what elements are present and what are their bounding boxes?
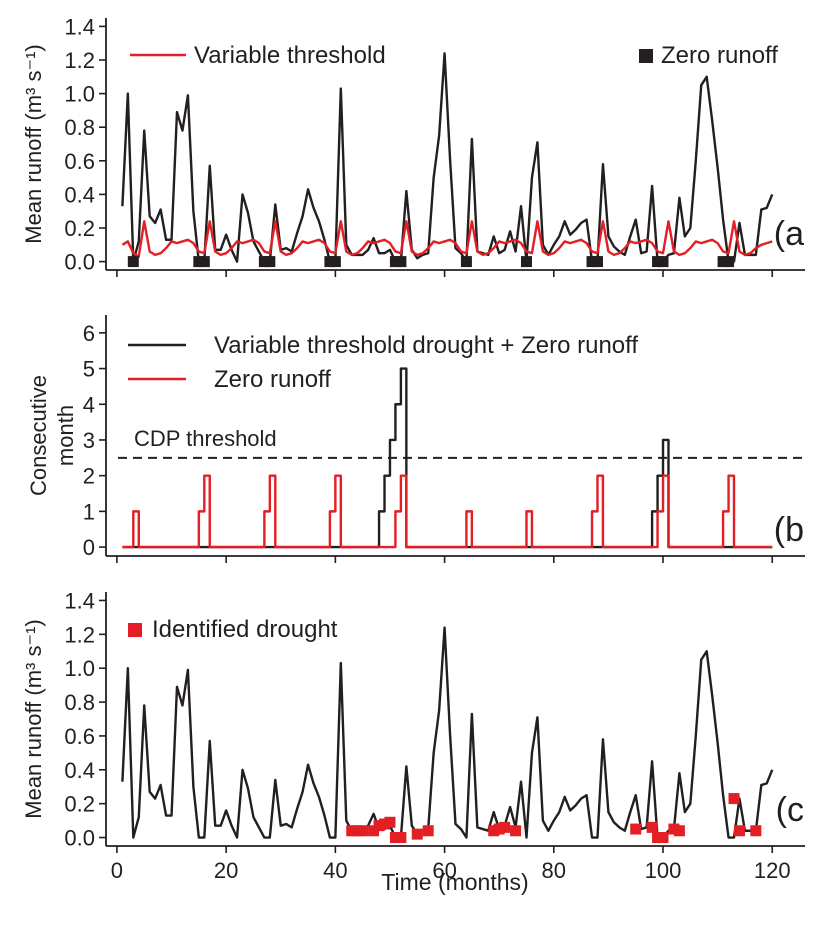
y-tick-label: 1.0 — [64, 82, 95, 107]
y-tick-label: 0.0 — [64, 250, 95, 275]
y-axis-label: Mean runoff (m³ s⁻¹) — [21, 619, 46, 818]
y-tick-label: 1.0 — [64, 656, 95, 681]
marker-identified-drought — [728, 793, 740, 805]
x-axis-label: Time (months) — [381, 869, 528, 895]
y-tick-label: 0.8 — [64, 690, 95, 715]
panel-label: (a — [774, 215, 804, 253]
y-tick-label: 2 — [83, 464, 95, 489]
marker-identified-drought — [384, 816, 396, 828]
marker-zero-runoff — [723, 256, 735, 268]
legend-label: Zero runoff — [214, 366, 331, 393]
y-axis-label: Consecutivemonth — [26, 375, 78, 496]
y-tick-label: 0.2 — [64, 216, 95, 241]
series-line-zero-runoff — [122, 474, 773, 549]
x-tick-label: 20 — [214, 858, 238, 883]
marker-identified-drought — [357, 825, 369, 837]
y-tick-label: 1.2 — [64, 622, 95, 647]
marker-identified-drought — [510, 825, 522, 837]
x-tick-label: 120 — [754, 858, 791, 883]
x-tick-label: 100 — [645, 858, 682, 883]
y-tick-label: 0.4 — [64, 758, 95, 783]
panel-label: (b — [774, 511, 804, 549]
marker-identified-drought — [630, 823, 642, 835]
legend-square-identified-drought — [128, 623, 142, 637]
legend-square-zero-runoff — [639, 49, 653, 63]
marker-identified-drought — [499, 821, 511, 833]
legend-label: Variable threshold — [194, 42, 386, 69]
marker-identified-drought — [422, 825, 434, 837]
legend-label: Identified drought — [152, 616, 338, 643]
y-axis-label-line: Consecutive — [26, 375, 51, 496]
marker-zero-runoff — [395, 256, 407, 268]
marker-identified-drought — [733, 825, 745, 837]
y-tick-label: 5 — [83, 357, 95, 382]
y-tick-label: 0.8 — [64, 115, 95, 140]
y-tick-label: 0.6 — [64, 149, 95, 174]
y-tick-label: 3 — [83, 428, 95, 453]
x-tick-label: 80 — [542, 858, 566, 883]
y-tick-label: 1.4 — [64, 588, 95, 613]
legend-label: Zero runoff — [661, 42, 778, 69]
y-tick-label: 0.2 — [64, 792, 95, 817]
panel-a: 0.0 0.2 0.4 0.6 0.8 1.0 1.2 1.4 (a Mean runoff (m… — [21, 14, 805, 277]
y-tick-label: 0.0 — [64, 826, 95, 851]
legend-label: Variable threshold drought + Zero runoff — [214, 332, 638, 359]
series-line-mean-runoff — [121, 626, 774, 839]
x-tick-label: 0 — [111, 858, 123, 883]
marker-zero-runoff — [520, 256, 532, 268]
y-axis-label-line: month — [53, 405, 78, 466]
y-tick-label: 1.4 — [64, 14, 95, 39]
marker-identified-drought — [673, 825, 685, 837]
series-line-variable-threshold-drought-zero-runoff — [122, 367, 773, 549]
marker-identified-drought — [411, 828, 423, 840]
panel-c: 0.0 0.2 0.4 0.6 0.8 1.0 1.2 1.4 0 20 40 60 80 100 120 (… — [21, 588, 805, 883]
series-line-variable-threshold — [121, 220, 773, 258]
x-tick-label: 60 — [432, 858, 456, 883]
series-line-mean-runoff — [121, 52, 774, 263]
y-tick-label: 6 — [83, 321, 95, 346]
y-tick-label: 1 — [83, 499, 95, 524]
cdp-threshold-label: CDP threshold — [134, 426, 277, 451]
y-tick-label: 0.6 — [64, 724, 95, 749]
marker-zero-runoff — [657, 256, 669, 268]
marker-zero-runoff — [264, 256, 276, 268]
y-tick-label: 0.4 — [64, 182, 95, 207]
panel-label: (c — [776, 791, 804, 829]
y-tick-label: 0 — [83, 535, 95, 560]
marker-zero-runoff — [127, 256, 139, 268]
marker-identified-drought — [646, 821, 658, 833]
marker-identified-drought — [657, 832, 669, 844]
y-tick-label: 4 — [83, 392, 95, 417]
x-tick-label: 40 — [323, 858, 347, 883]
y-tick-label: 1.2 — [64, 48, 95, 73]
panel-b: 0 1 2 3 4 5 6 (b Consecutivemonth CDP threshold Va… — [26, 315, 805, 563]
marker-identified-drought — [395, 832, 407, 844]
marker-zero-runoff — [198, 256, 210, 268]
marker-zero-runoff — [329, 256, 341, 268]
y-axis-label: Mean runoff (m³ s⁻¹) — [21, 44, 46, 243]
marker-zero-runoff — [591, 256, 603, 268]
marker-identified-drought — [750, 825, 762, 837]
marker-zero-runoff — [460, 256, 472, 268]
